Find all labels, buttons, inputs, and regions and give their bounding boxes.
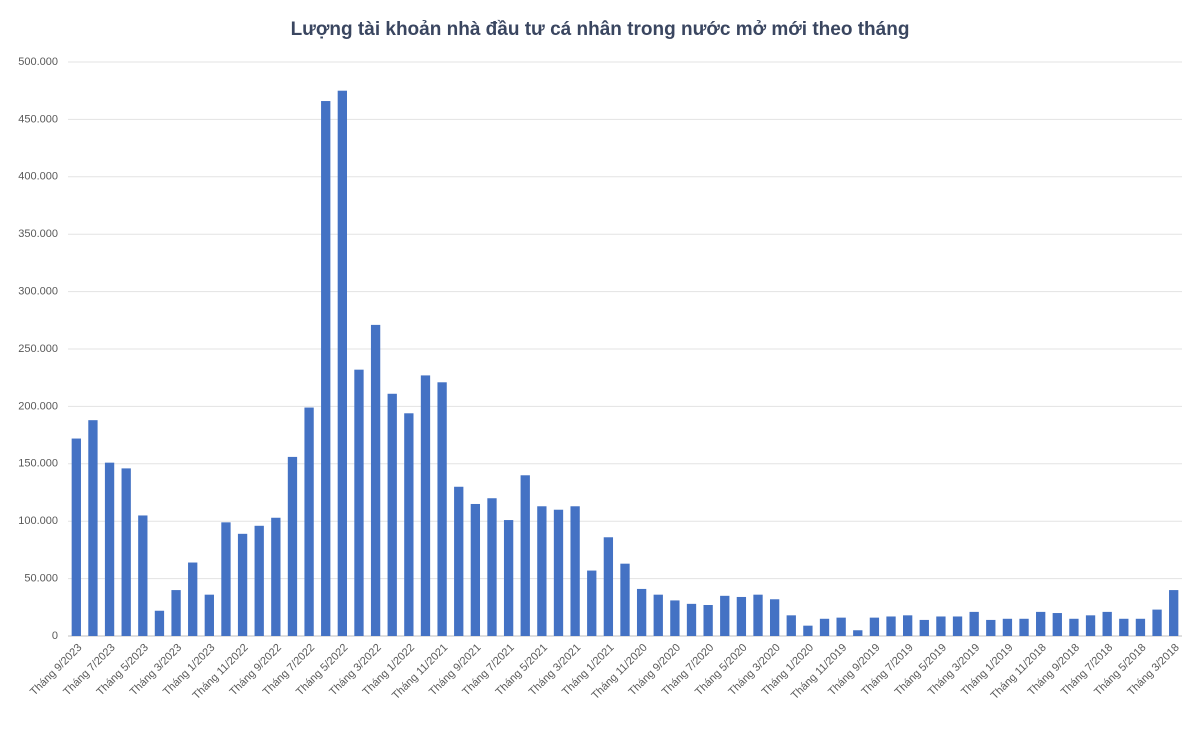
y-tick-label: 300.000 (18, 286, 58, 298)
bar (886, 616, 896, 636)
bar (686, 603, 697, 636)
bar (221, 522, 231, 636)
y-tick-label: 250.000 (18, 343, 58, 355)
bar (952, 616, 963, 636)
bar (653, 594, 663, 636)
bar (437, 382, 447, 636)
bar (454, 486, 464, 636)
bar (1069, 618, 1079, 636)
bar (936, 616, 946, 636)
bar (753, 594, 763, 636)
bar (1002, 618, 1013, 636)
bar (986, 619, 996, 636)
bar (1102, 611, 1112, 636)
bar (869, 617, 880, 636)
bar (171, 590, 181, 636)
bar (720, 595, 730, 636)
bar (104, 462, 115, 636)
bar (420, 375, 431, 636)
bar (1135, 618, 1146, 636)
bar (1085, 615, 1096, 636)
bar (254, 525, 264, 636)
bar (88, 420, 98, 636)
y-tick-label: 150.000 (18, 458, 58, 470)
bar (470, 503, 481, 636)
bar (354, 369, 364, 636)
bar (71, 438, 81, 636)
bar (1169, 590, 1179, 636)
bar (803, 625, 813, 636)
chart-title: Lượng tài khoản nhà đầu tư cá nhân trong… (291, 19, 910, 40)
y-tick-label: 400.000 (18, 171, 58, 183)
bar (237, 533, 248, 636)
bar (703, 605, 713, 636)
bar (503, 520, 514, 636)
bar (121, 468, 131, 636)
bar (853, 630, 863, 636)
bar (903, 615, 913, 636)
bar (304, 407, 314, 636)
bar (138, 515, 148, 636)
bar (819, 618, 830, 636)
bar (1036, 611, 1046, 636)
y-tick-label: 350.000 (18, 228, 58, 240)
bar (1152, 609, 1162, 636)
bar (836, 617, 846, 636)
bar (670, 600, 680, 636)
bar (520, 475, 530, 636)
bar (287, 456, 298, 636)
bar (537, 506, 547, 636)
y-tick-label: 50.000 (24, 573, 58, 585)
y-tick-label: 500.000 (18, 56, 58, 68)
bar (587, 570, 597, 636)
bar (736, 596, 747, 636)
bar (188, 562, 198, 636)
y-tick-label: 100.000 (18, 515, 58, 527)
bar (636, 588, 647, 636)
bar (1119, 618, 1129, 636)
y-tick-label: 200.000 (18, 400, 58, 412)
bar (271, 517, 281, 636)
bar (919, 619, 929, 636)
bar (387, 393, 397, 636)
bar (204, 594, 214, 636)
bar (769, 599, 780, 636)
bar (321, 101, 331, 637)
bar (570, 506, 580, 636)
bar (370, 324, 381, 636)
y-tick-label: 450.000 (18, 113, 58, 125)
y-tick-label: 0 (52, 630, 58, 642)
bar (1052, 613, 1062, 636)
bar (404, 413, 414, 636)
bar (154, 610, 165, 636)
bar (1019, 618, 1029, 636)
bar (786, 615, 796, 636)
bar (620, 563, 630, 636)
bar (553, 509, 564, 636)
bar (337, 90, 347, 636)
bar (603, 537, 614, 636)
bar (487, 498, 497, 636)
bar (969, 611, 979, 636)
